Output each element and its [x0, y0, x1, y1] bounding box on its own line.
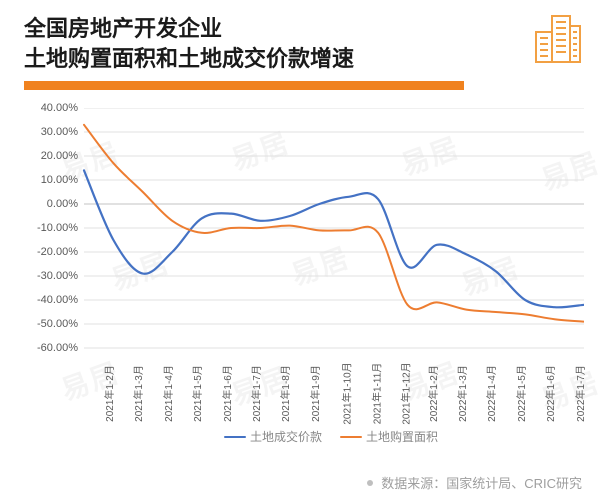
chart-title-line1: 全国房地产开发企业	[24, 14, 464, 44]
source-text: 数据来源：国家统计局、CRIC研究	[381, 473, 582, 492]
x-tick-label: 2022年1-7月	[571, 365, 586, 422]
x-tick-label: 2021年1-11月	[368, 363, 383, 425]
y-tick-label: -20.00%	[28, 246, 78, 258]
x-tick-label: 2021年1-10月	[339, 362, 354, 424]
x-tick-label: 2021年1-8月	[277, 365, 292, 422]
x-tick-label: 2022年1-5月	[513, 365, 528, 422]
buildings-icon	[528, 14, 582, 69]
legend-label: 土地成交价款	[250, 428, 322, 445]
legend-swatch	[224, 436, 246, 438]
chart-title-line2: 土地购置面积和土地成交价款增速	[24, 44, 464, 74]
bullet-icon	[367, 480, 373, 486]
legend-label: 土地购置面积	[366, 428, 438, 445]
legend-item-area: 土地购置面积	[340, 428, 438, 445]
x-tick-label: 2021年1-4月	[160, 365, 175, 422]
y-tick-label: 10.00%	[28, 174, 78, 186]
chart-legend: 土地成交价款 土地购置面积	[224, 428, 438, 445]
x-tick-label: 2021年1-9月	[307, 365, 322, 422]
y-tick-label: -40.00%	[28, 294, 78, 306]
y-tick-label: -60.00%	[28, 342, 78, 354]
x-tick-label: 2021年1-3月	[130, 365, 145, 422]
y-tick-label: 40.00%	[28, 102, 78, 114]
series-price	[84, 170, 584, 307]
chart-title-block: 全国房地产开发企业 土地购置面积和土地成交价款增速	[24, 14, 464, 90]
y-tick-label: 30.00%	[28, 126, 78, 138]
line-chart: 40.00%30.00%20.00%10.00%0.00%-10.00%-20.…	[28, 108, 584, 448]
series-area	[84, 125, 584, 322]
x-tick-label: 2022年1-4月	[483, 365, 498, 422]
title-underline	[24, 81, 464, 90]
y-tick-label: 20.00%	[28, 150, 78, 162]
x-tick-label: 2021年1-6月	[218, 365, 233, 422]
legend-item-price: 土地成交价款	[224, 428, 322, 445]
y-tick-label: -30.00%	[28, 270, 78, 282]
y-tick-label: 0.00%	[28, 198, 78, 210]
y-tick-label: -50.00%	[28, 318, 78, 330]
x-tick-label: 2021年1-12月	[398, 362, 413, 424]
x-tick-label: 2021年1-7月	[248, 365, 263, 422]
data-source: 数据来源：国家统计局、CRIC研究	[367, 473, 582, 492]
y-tick-label: -10.00%	[28, 222, 78, 234]
x-tick-label: 2022年1-2月	[424, 365, 439, 422]
x-tick-label: 2022年1-3月	[454, 365, 469, 422]
x-tick-label: 2021年1-5月	[189, 365, 204, 422]
x-tick-label: 2022年1-6月	[542, 365, 557, 422]
legend-swatch	[340, 436, 362, 438]
x-tick-label: 2021年1-2月	[101, 365, 116, 422]
